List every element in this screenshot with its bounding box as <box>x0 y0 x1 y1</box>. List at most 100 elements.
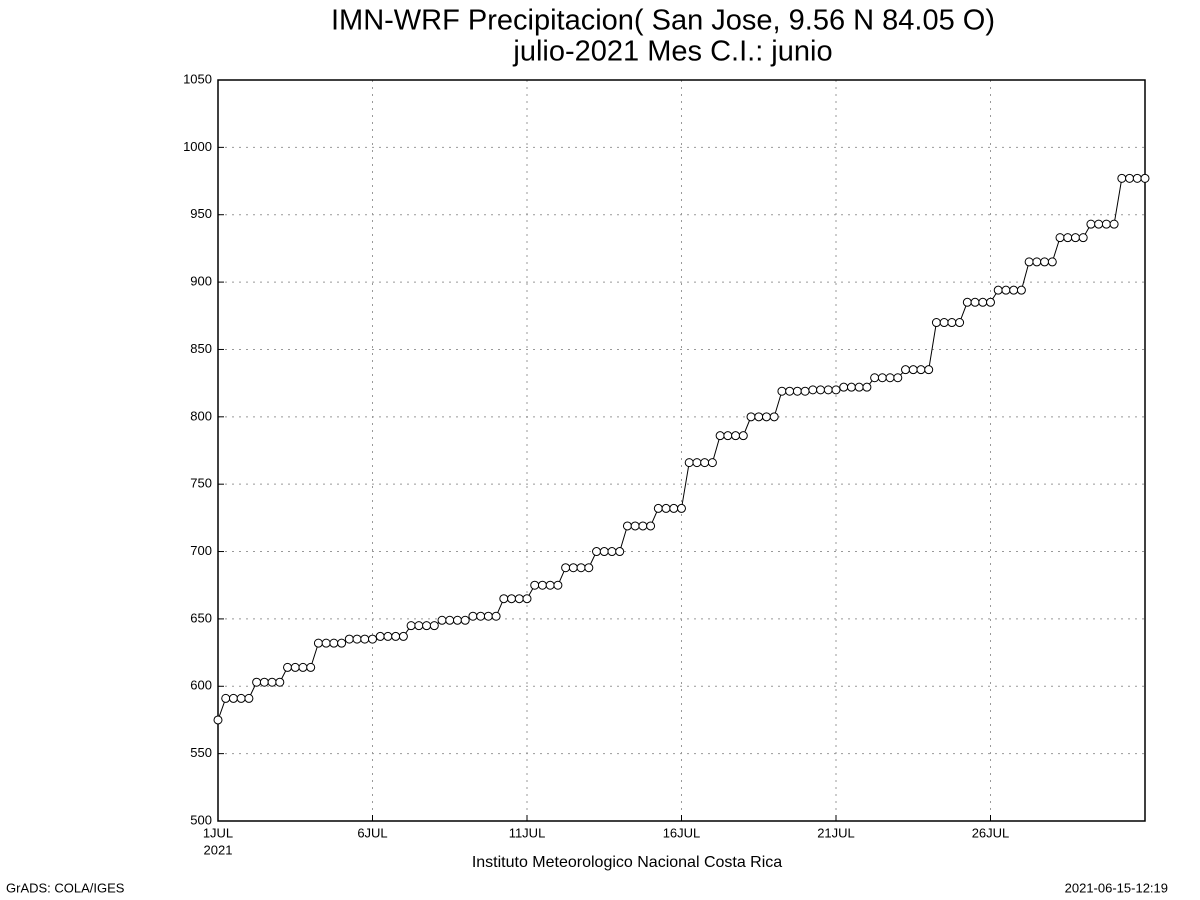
data-point <box>576 563 586 573</box>
y-tick-label: 900 <box>190 274 212 289</box>
data-point <box>630 521 640 531</box>
data-point <box>777 386 787 396</box>
x-tick-label: 6JUL <box>357 825 387 840</box>
data-point <box>429 621 439 631</box>
data-point <box>607 547 617 557</box>
data-point <box>746 412 756 422</box>
data-point <box>452 615 462 625</box>
data-point <box>1016 285 1026 295</box>
data-point <box>885 373 895 383</box>
data-point <box>360 634 370 644</box>
data-point <box>445 615 455 625</box>
y-tick-label: 500 <box>190 812 212 827</box>
data-point <box>901 365 911 375</box>
data-point <box>1063 233 1073 243</box>
data-point <box>684 458 694 468</box>
data-point <box>761 412 771 422</box>
data-point <box>599 547 609 557</box>
data-point <box>1109 219 1119 229</box>
data-point <box>731 431 741 441</box>
data-point <box>537 580 547 590</box>
data-point <box>808 385 818 395</box>
data-point <box>1055 233 1065 243</box>
data-point <box>375 631 385 641</box>
data-point <box>955 318 965 328</box>
data-point <box>522 594 532 604</box>
data-point <box>916 365 926 375</box>
data-point <box>1086 219 1096 229</box>
data-point <box>499 594 509 604</box>
data-point <box>561 563 571 573</box>
data-point <box>622 521 632 531</box>
data-point <box>491 611 501 621</box>
data-point <box>839 382 849 392</box>
data-point <box>615 547 625 557</box>
chart-subtitle: julio-2021 Mes C.I.: junio <box>512 36 832 68</box>
data-point <box>1078 233 1088 243</box>
data-point <box>1101 219 1111 229</box>
data-point <box>846 382 856 392</box>
data-point <box>337 638 347 648</box>
footer-right: 2021-06-15-12:19 <box>1065 880 1168 895</box>
data-point <box>1125 173 1135 183</box>
data-point <box>993 285 1003 295</box>
data-point <box>298 662 308 672</box>
data-point <box>213 715 223 725</box>
x-tick-label: 26JUL <box>972 825 1010 840</box>
data-point <box>816 385 826 395</box>
data-point <box>661 503 671 513</box>
data-point <box>553 580 563 590</box>
data-point <box>306 662 316 672</box>
y-tick-label: 1000 <box>183 139 212 154</box>
plot-frame <box>217 79 1146 822</box>
data-point <box>321 638 331 648</box>
data-point <box>244 693 254 703</box>
data-point <box>236 693 246 703</box>
data-point <box>692 458 702 468</box>
data-point <box>978 297 988 307</box>
data-point <box>986 297 995 307</box>
y-tick-label: 550 <box>190 745 212 760</box>
data-point <box>939 318 949 328</box>
data-point <box>507 594 517 604</box>
data-point <box>275 677 285 687</box>
data-point <box>1094 219 1104 229</box>
data-point <box>221 693 231 703</box>
data-point <box>700 458 710 468</box>
data-point <box>483 611 493 621</box>
data-point <box>862 382 872 392</box>
data-point <box>831 385 841 395</box>
data-point <box>1117 173 1127 183</box>
data-point <box>329 638 339 648</box>
data-point <box>638 521 648 531</box>
x-tick-label: 1JUL <box>203 825 233 840</box>
data-point <box>1001 285 1011 295</box>
data-point <box>290 662 300 672</box>
y-tick-label: 650 <box>190 610 212 625</box>
data-point <box>368 634 377 644</box>
data-point <box>669 503 679 513</box>
data-point <box>283 662 293 672</box>
data-point <box>715 431 725 441</box>
data-point <box>1132 173 1142 183</box>
y-tick-label: 800 <box>190 408 212 423</box>
data-point <box>313 638 323 648</box>
data-point <box>1140 173 1150 183</box>
y-tick-label: 700 <box>190 543 212 558</box>
data-point <box>568 563 578 573</box>
data-point <box>792 386 802 396</box>
data-point <box>1032 257 1042 267</box>
data-point <box>962 297 972 307</box>
data-point <box>677 503 686 513</box>
data-point <box>406 621 416 631</box>
data-point <box>252 677 262 687</box>
data-point <box>352 634 362 644</box>
data-point <box>592 547 602 557</box>
data-point <box>267 677 277 687</box>
x-axis-label: Instituto Meteorologico Nacional Costa R… <box>472 854 782 871</box>
data-point <box>908 365 918 375</box>
data-point <box>1024 257 1034 267</box>
data-point <box>870 373 880 383</box>
data-point <box>514 594 524 604</box>
